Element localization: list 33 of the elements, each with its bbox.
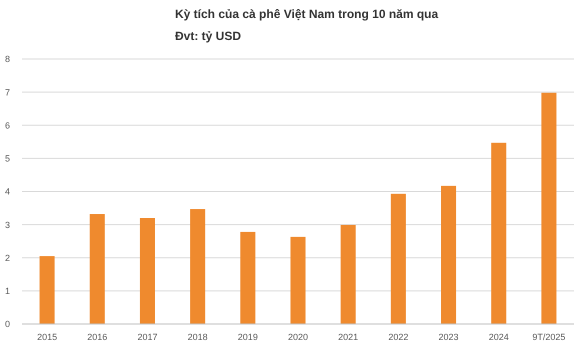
chart-subtitle: Đvt: tỷ USD (175, 29, 242, 43)
y-tick-label: 2 (4, 252, 10, 263)
y-tick-label: 0 (4, 319, 10, 330)
bar (340, 224, 356, 324)
x-tick-label: 2017 (137, 332, 158, 342)
chart-title: Kỳ tích của cà phê Việt Nam trong 10 năm qua (175, 7, 439, 21)
x-tick-label: 2020 (288, 332, 308, 342)
y-tick-label: 6 (4, 120, 10, 130)
y-tick-label: 7 (4, 87, 10, 98)
y-tick-label: 5 (4, 154, 10, 164)
bar (390, 194, 406, 324)
y-tick-label: 1 (4, 286, 10, 296)
bar (40, 256, 55, 324)
y-tick-label: 4 (4, 186, 10, 197)
y-tick-label: 3 (4, 220, 10, 230)
bar (290, 236, 306, 324)
x-tick-label: 9T/2025 (532, 332, 566, 342)
bar (190, 209, 206, 324)
bar (541, 92, 556, 324)
x-tick-label: 2021 (338, 332, 358, 342)
x-tick-label: 2022 (388, 332, 408, 342)
bar (441, 186, 456, 324)
y-tick-label: 8 (4, 54, 10, 64)
bar (140, 218, 155, 324)
bar (90, 214, 105, 324)
x-tick-label: 2019 (238, 332, 258, 342)
x-tick-label: 2023 (438, 332, 459, 342)
x-tick-label: 2015 (37, 332, 58, 342)
x-tick-label: 2018 (188, 332, 208, 342)
bar (491, 142, 506, 324)
x-tick-label: 2024 (488, 332, 509, 342)
x-tick-label: 2016 (87, 332, 108, 342)
bar (240, 232, 256, 324)
